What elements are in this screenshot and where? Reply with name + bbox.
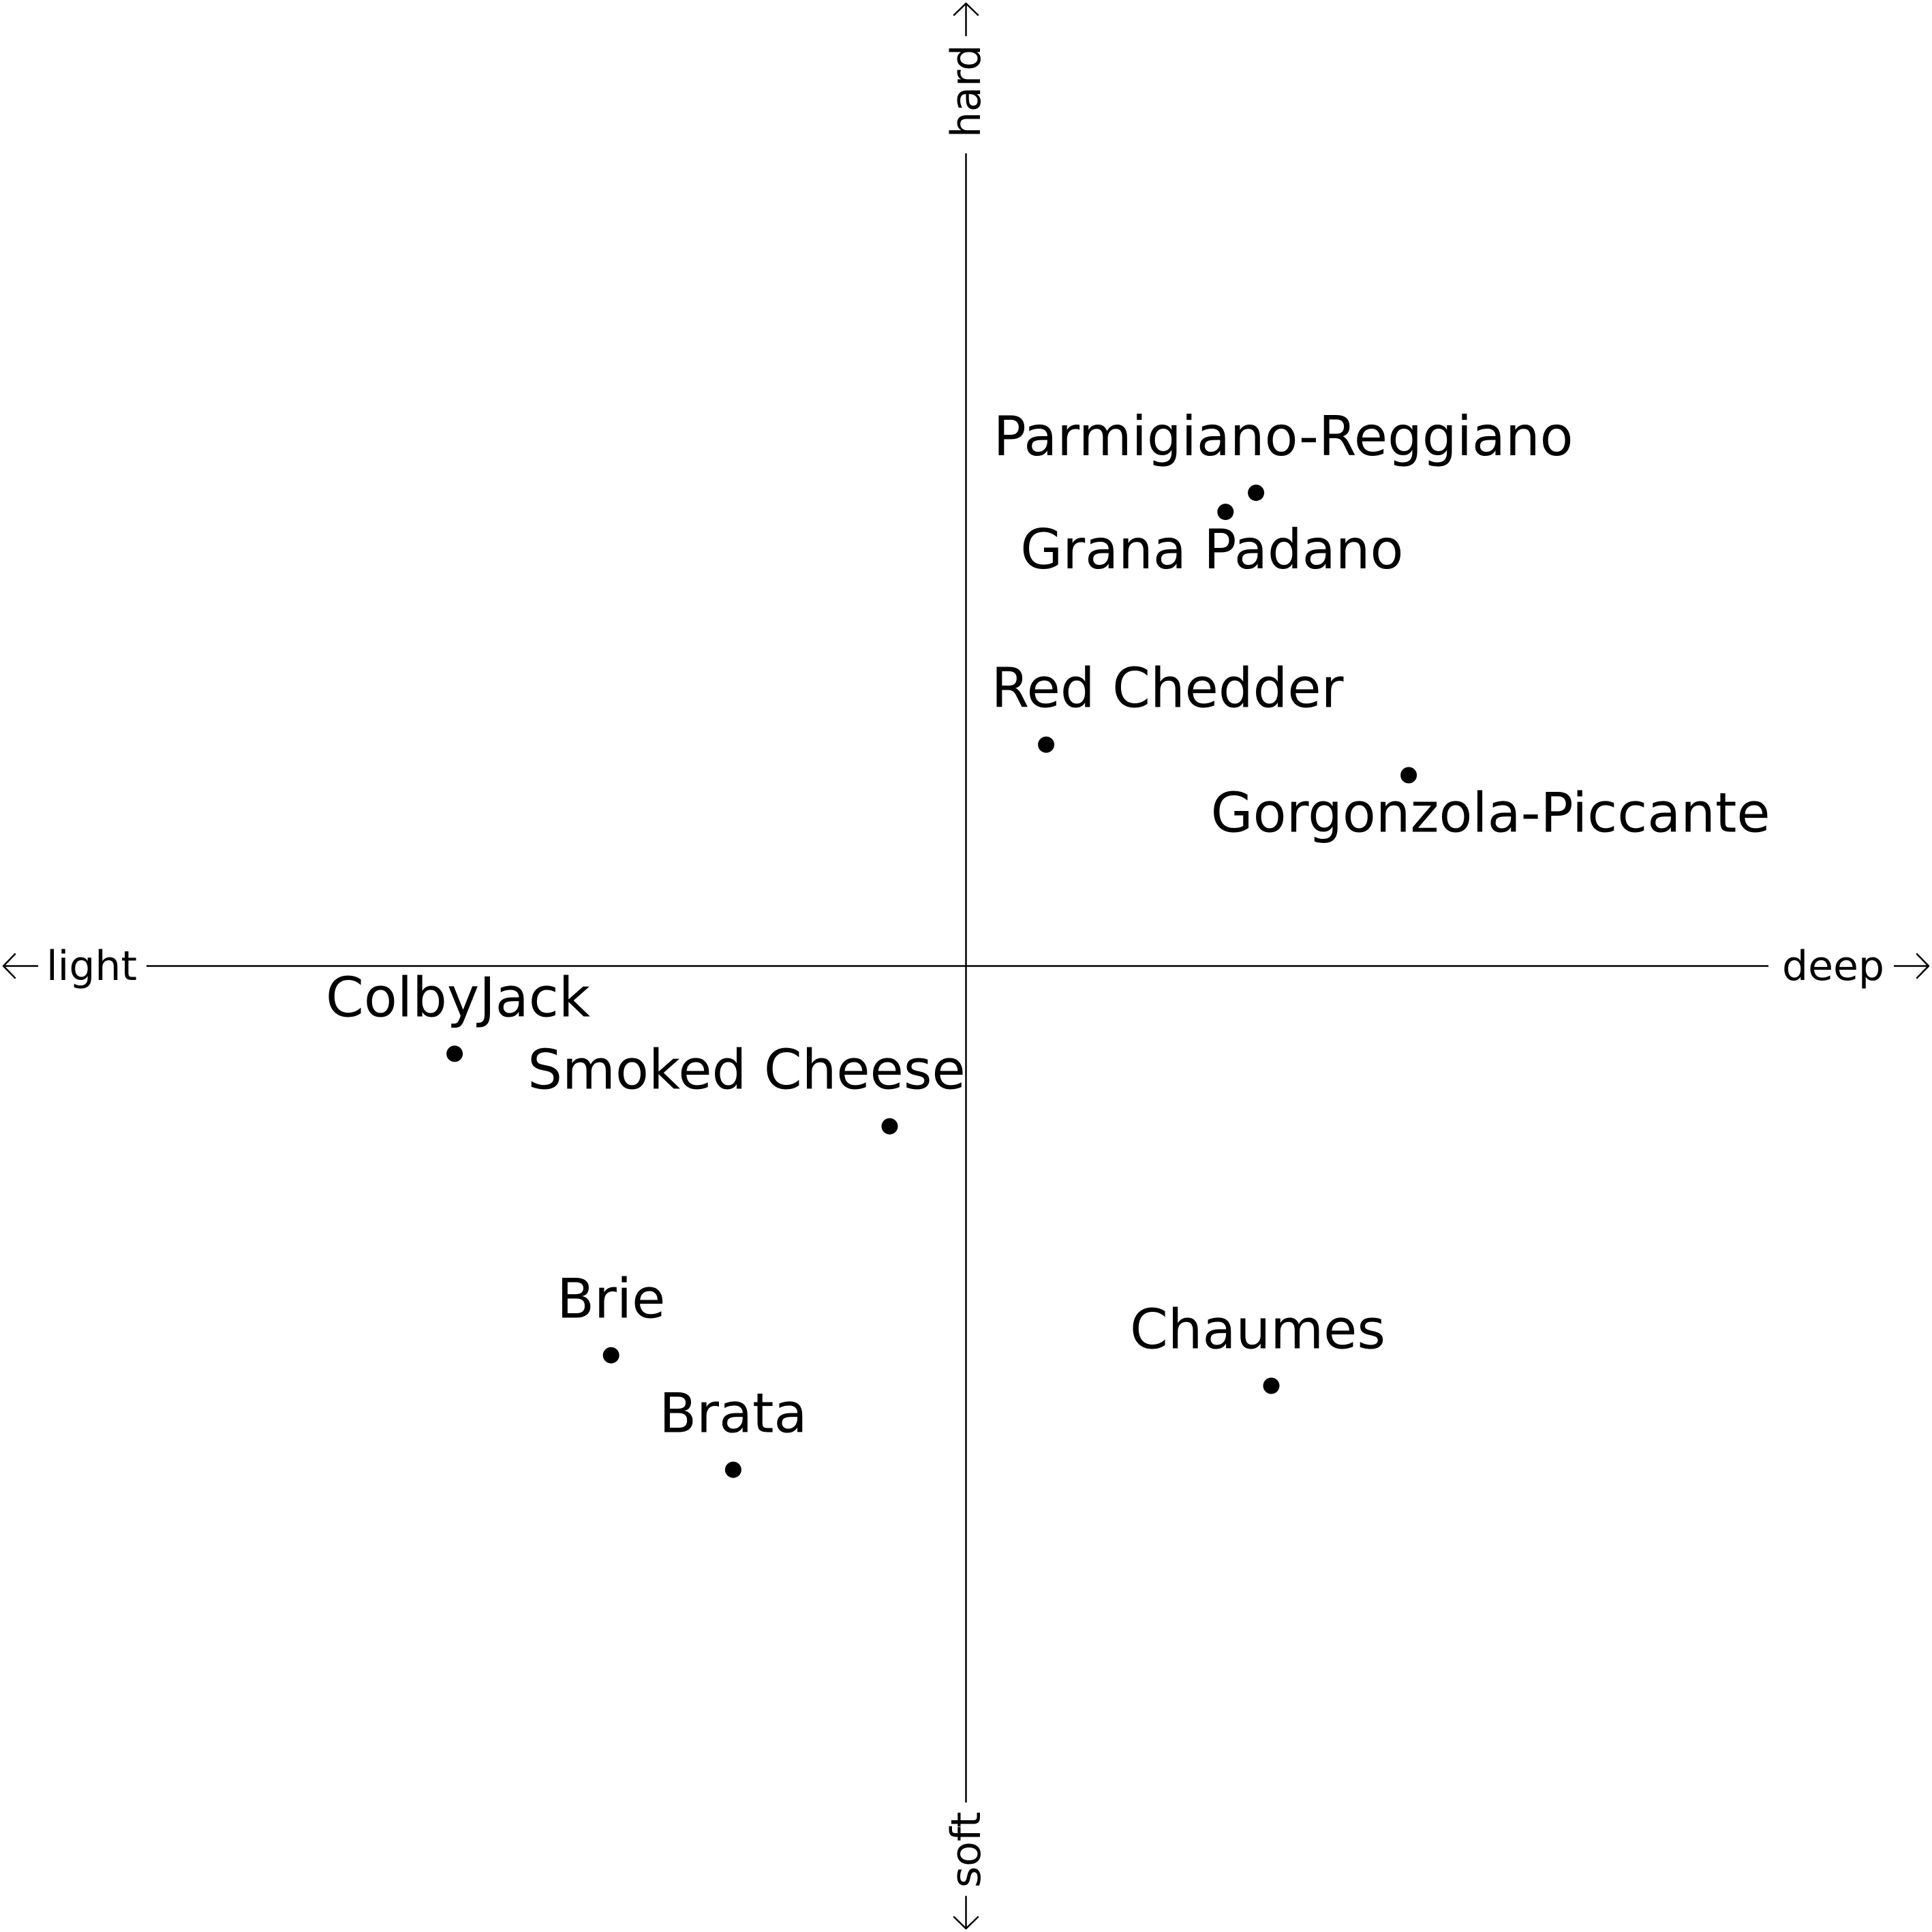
point-label-colbyjack: ColbyJack — [326, 966, 591, 1029]
down-arrow-icon — [953, 1895, 979, 1930]
point-marker-gorgonzola-piccante — [1400, 767, 1417, 784]
left-arrow-icon — [2, 953, 39, 979]
point-label-grana-padano: Grana Padano — [1020, 518, 1403, 581]
x-axis-positive-end: deep — [1782, 942, 1930, 990]
point-chaumes: Chaumes — [1130, 1298, 1385, 1394]
point-colbyjack: ColbyJack — [326, 966, 591, 1062]
y-axis-negative-label: soft — [942, 1811, 990, 1888]
point-gorgonzola-piccante: Gorgonzola-Piccante — [1211, 767, 1770, 845]
right-arrow-icon — [1893, 953, 1930, 979]
point-marker-brie — [602, 1347, 619, 1364]
point-label-brie: Brie — [557, 1268, 665, 1331]
point-marker-brata — [724, 1461, 741, 1478]
point-grana-padano: Grana Padano — [1020, 504, 1403, 581]
point-parmigiano-reggiano: Parmigiano-Reggiano — [994, 405, 1574, 502]
point-marker-red-chedder — [1038, 736, 1055, 753]
point-label-chaumes: Chaumes — [1130, 1298, 1385, 1362]
point-brie: Brie — [557, 1268, 665, 1364]
point-label-parmigiano-reggiano: Parmigiano-Reggiano — [994, 405, 1574, 468]
x-axis-negative-label: light — [46, 942, 137, 990]
y-axis-negative-end: soft — [942, 1811, 990, 1930]
point-marker-parmigiano-reggiano — [1248, 485, 1265, 502]
point-smoked-cheese: Smoked Cheese — [527, 1039, 966, 1135]
data-points: Parmigiano-Reggiano Grana Padano Red Chedd… — [326, 405, 1770, 1478]
point-marker-chaumes — [1263, 1377, 1280, 1394]
x-axis-positive-label: deep — [1782, 942, 1884, 990]
y-axis-positive-label: hard — [942, 45, 990, 138]
point-label-gorgonzola-piccante: Gorgonzola-Piccante — [1211, 782, 1770, 845]
x-axis-negative-end: light — [2, 942, 137, 990]
point-red-chedder: Red Chedder — [992, 657, 1344, 753]
point-label-red-chedder: Red Chedder — [992, 657, 1344, 720]
point-label-smoked-cheese: Smoked Cheese — [527, 1039, 965, 1102]
y-axis-positive-end: hard — [942, 2, 990, 138]
point-marker-colbyjack — [446, 1045, 463, 1062]
point-marker-grana-padano — [1217, 504, 1234, 521]
point-marker-smoked-cheese — [881, 1118, 898, 1135]
point-brata: Brata — [659, 1382, 807, 1478]
up-arrow-icon — [953, 2, 979, 37]
point-label-brata: Brata — [659, 1382, 807, 1445]
